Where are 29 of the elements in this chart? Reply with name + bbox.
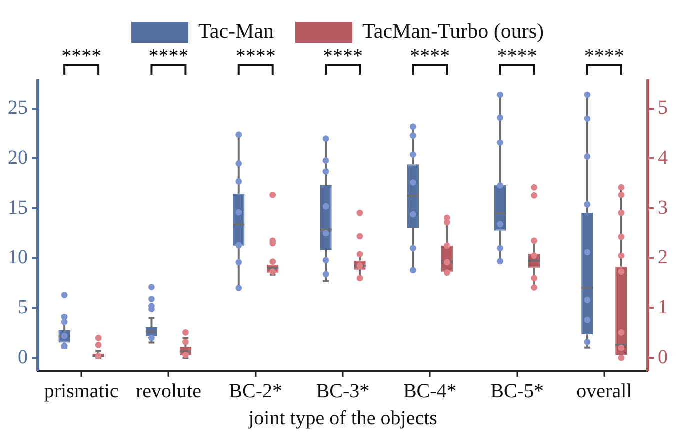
text: ****	[323, 45, 363, 68]
legend-label: TacMan-Turbo (ours)	[362, 19, 544, 44]
x-tick-label: BC-5*	[490, 380, 544, 402]
x-tick-label: BC-4*	[403, 380, 457, 402]
x-axis-title: joint type of the objects	[248, 407, 438, 430]
text: ****	[148, 45, 189, 68]
y-tick-label: 10	[8, 246, 28, 269]
x-tick-label: prismatic	[44, 380, 119, 402]
y2-tick-label: 0	[658, 346, 668, 368]
x-tick-label: BC-2*	[229, 380, 283, 402]
text: ****	[497, 45, 538, 68]
text: ****	[410, 45, 450, 68]
y-tick-label: 15	[8, 196, 28, 219]
x-tick-label: overall	[576, 380, 633, 402]
text: ****	[62, 45, 102, 68]
y2-tick-label: 4	[658, 146, 668, 169]
text: ****	[584, 45, 624, 68]
y-tick-label: 0	[18, 346, 28, 368]
legend-label: Tac-Man	[198, 19, 275, 44]
y2-tick-label: 5	[658, 97, 668, 120]
y2-tick-label: 2	[658, 246, 668, 269]
y-tick-label: 20	[8, 146, 28, 169]
y-tick-label: 25	[8, 97, 28, 120]
y2-tick-label: 3	[658, 196, 668, 219]
x-tick-label: revolute	[136, 380, 202, 402]
text: ****	[236, 45, 276, 68]
x-tick-label: BC-3*	[316, 380, 370, 402]
y2-tick-label: 1	[658, 296, 668, 318]
y-tick-label: 5	[18, 296, 28, 318]
